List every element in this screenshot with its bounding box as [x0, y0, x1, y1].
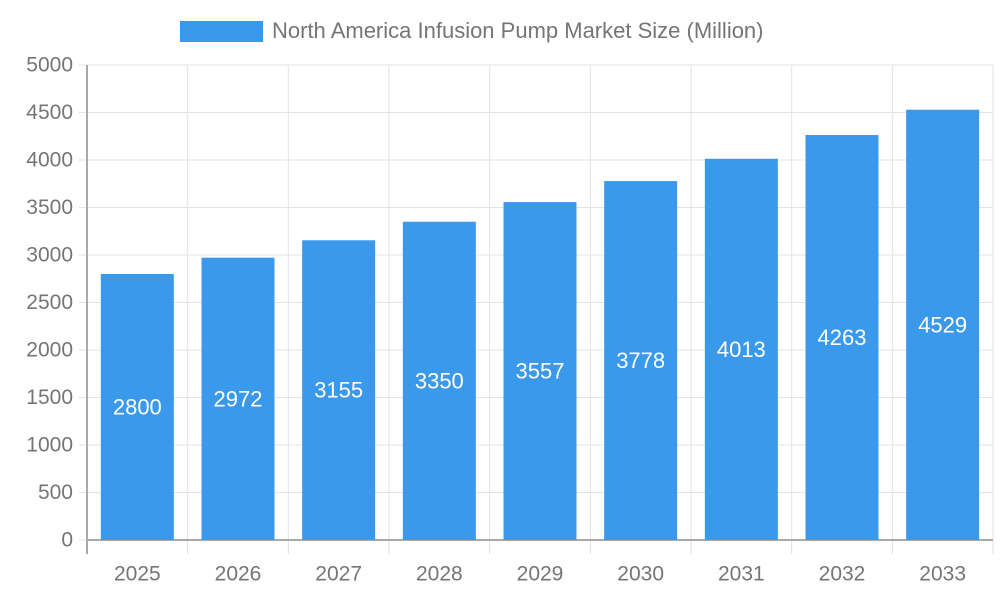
- bar-2026[interactable]: [201, 257, 275, 540]
- bar-value-label: 2972: [214, 386, 263, 411]
- y-axis-tick-label: 1000: [26, 434, 73, 457]
- bar-2029[interactable]: [503, 202, 577, 540]
- x-axis-tick-label: 2028: [416, 563, 463, 586]
- bar-value-label: 4013: [717, 337, 766, 362]
- x-axis-tick-label: 2030: [617, 563, 664, 586]
- bar-value-label: 2800: [113, 395, 162, 420]
- legend[interactable]: North America Infusion Pump Market Size …: [180, 18, 764, 43]
- bar-2031[interactable]: [704, 158, 778, 540]
- bar-value-label: 3350: [415, 368, 464, 393]
- bar-value-label: 3155: [314, 378, 363, 403]
- bar-2030[interactable]: [604, 181, 678, 540]
- x-axis-tick-label: 2025: [114, 563, 161, 586]
- y-axis-tick-label: 4500: [26, 101, 73, 124]
- y-axis-tick-label: 2500: [26, 291, 73, 314]
- x-axis-tick-label: 2029: [517, 563, 564, 586]
- x-axis-tick-label: 2026: [215, 563, 262, 586]
- bar-2028[interactable]: [402, 221, 476, 540]
- y-axis-tick-label: 5000: [26, 54, 73, 77]
- y-axis-tick-label: 2000: [26, 339, 73, 362]
- y-axis-tick-label: 1500: [26, 386, 73, 409]
- y-axis-tick-label: 3500: [26, 196, 73, 219]
- bar-2033[interactable]: [906, 109, 980, 541]
- legend-label: North America Infusion Pump Market Size …: [272, 18, 764, 43]
- bar-value-label: 3557: [516, 359, 565, 384]
- bar-2032[interactable]: [805, 135, 879, 540]
- x-axis-tick-label: 2027: [315, 563, 362, 586]
- bar-value-label: 3778: [616, 348, 665, 373]
- bar-2025[interactable]: [100, 274, 174, 540]
- x-axis-tick-label: 2032: [819, 563, 866, 586]
- bar-value-label: 4263: [818, 325, 867, 350]
- x-axis-tick-label: 2031: [718, 563, 765, 586]
- y-axis-tick-label: 0: [61, 529, 73, 552]
- y-axis-tick-label: 4000: [26, 149, 73, 172]
- bar-value-label: 4529: [918, 312, 967, 337]
- bar-2027[interactable]: [302, 240, 376, 540]
- x-axis-tick-label: 2033: [919, 563, 966, 586]
- y-axis-tick-label: 500: [38, 481, 73, 504]
- y-axis-tick-label: 3000: [26, 244, 73, 267]
- legend-swatch: [180, 20, 263, 42]
